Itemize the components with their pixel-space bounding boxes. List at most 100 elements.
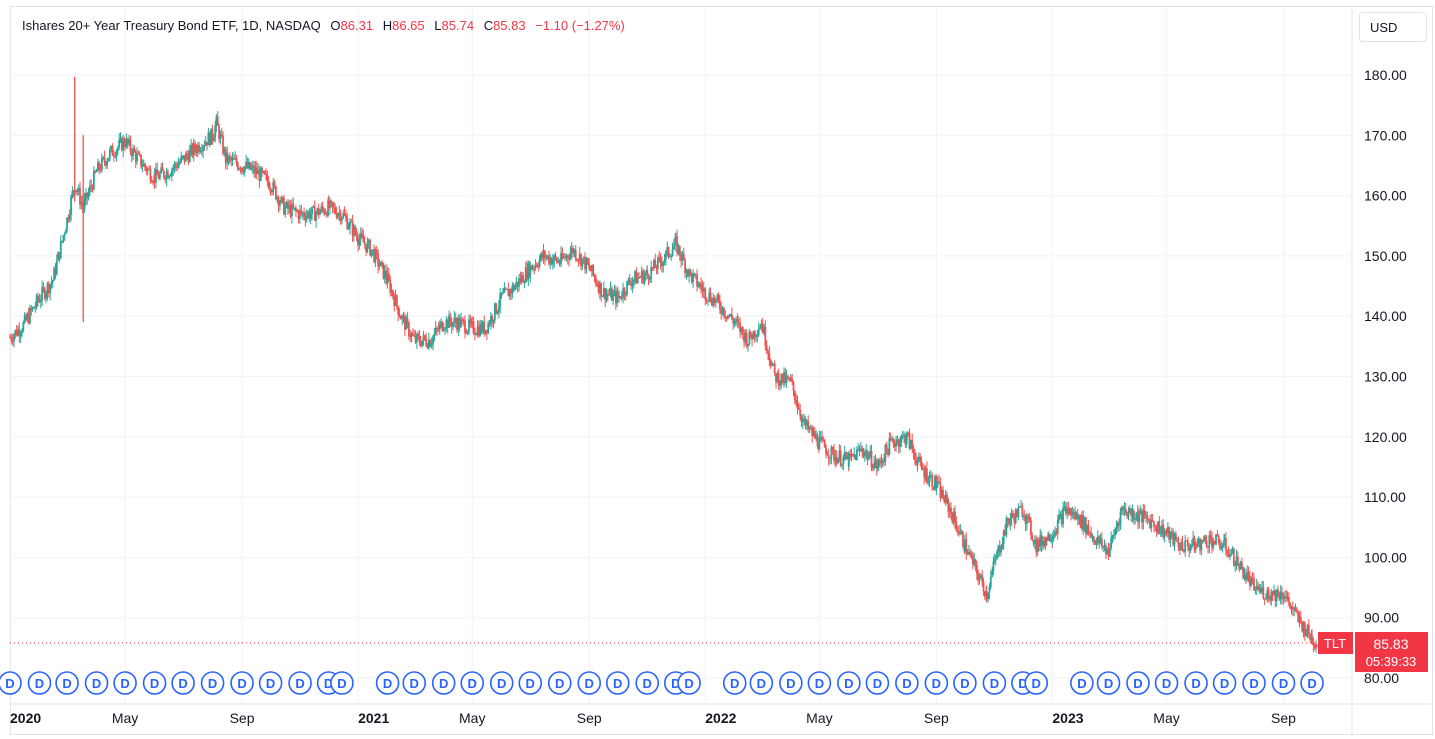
- dividend-marker-circle[interactable]: [577, 671, 602, 695]
- dividend-marker-circle[interactable]: [489, 671, 514, 695]
- dividend-marker-label[interactable]: D: [555, 676, 564, 691]
- dividend-marker-circle[interactable]: [402, 671, 427, 695]
- dividend-marker-label[interactable]: D: [815, 676, 824, 691]
- dividend-marker-label[interactable]: D: [526, 676, 535, 691]
- dividend-marker-label[interactable]: D: [1032, 676, 1041, 691]
- dividend-marker-label[interactable]: D: [468, 676, 477, 691]
- dividend-marker-label[interactable]: D: [150, 676, 159, 691]
- dividend-marker-label[interactable]: D: [410, 676, 419, 691]
- dividend-marker[interactable]: D: [1271, 671, 1296, 695]
- dividend-marker-label[interactable]: D: [266, 676, 275, 691]
- dividend-marker-label[interactable]: D: [643, 676, 652, 691]
- dividend-marker-circle[interactable]: [865, 671, 890, 695]
- dividend-marker-circle[interactable]: [1242, 671, 1266, 695]
- dividend-marker-label[interactable]: D: [585, 676, 594, 691]
- dividend-marker[interactable]: D: [807, 671, 832, 695]
- dividend-marker[interactable]: D: [953, 671, 977, 695]
- dividend-marker[interactable]: D: [0, 671, 22, 695]
- dividend-marker-circle[interactable]: [895, 671, 919, 695]
- dividend-marker[interactable]: D: [779, 671, 803, 695]
- dividend-marker-label[interactable]: D: [324, 676, 333, 691]
- dividend-marker-circle[interactable]: [375, 671, 400, 695]
- dividend-marker[interactable]: D: [142, 671, 167, 695]
- dividend-marker[interactable]: D: [402, 671, 427, 695]
- dividend-marker-circle[interactable]: [1184, 671, 1208, 695]
- dividend-marker-circle[interactable]: [142, 671, 167, 695]
- dividend-marker[interactable]: D: [1184, 671, 1208, 695]
- dividend-marker[interactable]: D: [27, 671, 52, 695]
- dividend-marker[interactable]: D: [460, 671, 485, 695]
- dividend-marker-label[interactable]: D: [1077, 676, 1086, 691]
- dividend-marker-circle[interactable]: [460, 671, 485, 695]
- dividend-marker-label[interactable]: D: [932, 676, 941, 691]
- dividend-marker[interactable]: D: [749, 671, 774, 695]
- dividend-marker-circle[interactable]: [837, 671, 861, 695]
- dividend-marker-label[interactable]: D: [1104, 676, 1113, 691]
- dividend-marker-label[interactable]: D: [178, 676, 187, 691]
- dividend-marker-label[interactable]: D: [873, 676, 882, 691]
- dividend-marker-label[interactable]: D: [844, 676, 853, 691]
- dividend-marker-label[interactable]: D: [337, 676, 346, 691]
- dividend-marker-label[interactable]: D: [237, 676, 246, 691]
- dividend-marker-label[interactable]: D: [1191, 676, 1200, 691]
- dividend-marker-label[interactable]: D: [35, 676, 44, 691]
- dividend-marker-label[interactable]: D: [1279, 676, 1288, 691]
- dividend-marker[interactable]: D: [431, 671, 456, 695]
- dividend-marker-circle[interactable]: [230, 671, 254, 695]
- dividend-marker-circle[interactable]: [1154, 671, 1179, 695]
- dividend-marker-circle[interactable]: [677, 671, 701, 695]
- dividend-marker-label[interactable]: D: [1018, 676, 1027, 691]
- dividend-marker[interactable]: D: [677, 671, 701, 695]
- dividend-marker-circle[interactable]: [431, 671, 456, 695]
- dividend-marker[interactable]: D: [171, 671, 195, 695]
- dividend-marker-label[interactable]: D: [902, 676, 911, 691]
- dividend-marker-circle[interactable]: [547, 671, 572, 695]
- dividend-marker-circle[interactable]: [258, 671, 283, 695]
- dividend-marker[interactable]: D: [1212, 671, 1237, 695]
- dividend-marker-label[interactable]: D: [383, 676, 392, 691]
- dividend-marker-label[interactable]: D: [684, 676, 693, 691]
- dividend-marker-circle[interactable]: [1126, 671, 1150, 695]
- dividend-marker-circle[interactable]: [1271, 671, 1296, 695]
- dividend-marker-label[interactable]: D: [613, 676, 622, 691]
- dividend-marker-circle[interactable]: [55, 671, 79, 695]
- dividend-marker[interactable]: D: [518, 671, 543, 695]
- dividend-marker-label[interactable]: D: [208, 676, 217, 691]
- dividend-marker-label[interactable]: D: [497, 676, 506, 691]
- dividend-marker-circle[interactable]: [171, 671, 195, 695]
- dividend-marker-label[interactable]: D: [295, 676, 304, 691]
- dividend-marker-label[interactable]: D: [62, 676, 71, 691]
- dividend-marker[interactable]: D: [1242, 671, 1266, 695]
- dividend-marker[interactable]: D: [330, 671, 354, 695]
- dividend-marker-circle[interactable]: [330, 671, 354, 695]
- dividend-marker-label[interactable]: D: [1249, 676, 1258, 691]
- dividend-marker[interactable]: D: [55, 671, 79, 695]
- dividend-marker[interactable]: D: [605, 671, 630, 695]
- dividend-marker[interactable]: D: [375, 671, 400, 695]
- dividend-marker[interactable]: D: [982, 671, 1007, 695]
- dividend-marker[interactable]: D: [547, 671, 572, 695]
- dividend-marker-label[interactable]: D: [92, 676, 101, 691]
- dividend-marker-circle[interactable]: [113, 671, 137, 695]
- dividend-marker-circle[interactable]: [1096, 671, 1121, 695]
- dividend-marker-circle[interactable]: [1300, 671, 1324, 695]
- dividend-marker[interactable]: D: [924, 671, 949, 695]
- dividend-marker-circle[interactable]: [84, 671, 109, 695]
- dividend-marker-circle[interactable]: [807, 671, 832, 695]
- dividend-marker[interactable]: D: [722, 671, 747, 695]
- dividend-marker-label[interactable]: D: [990, 676, 999, 691]
- dividend-marker[interactable]: D: [1024, 671, 1049, 695]
- dividend-marker-circle[interactable]: [779, 671, 803, 695]
- dividend-marker-circle[interactable]: [27, 671, 52, 695]
- symbol-title[interactable]: Ishares 20+ Year Treasury Bond ETF, 1D, …: [22, 18, 321, 33]
- dividend-marker-label[interactable]: D: [1220, 676, 1229, 691]
- dividend-marker-label[interactable]: D: [1162, 676, 1171, 691]
- dividend-marker[interactable]: D: [230, 671, 254, 695]
- dividend-marker-circle[interactable]: [200, 671, 225, 695]
- dividend-marker-circle[interactable]: [749, 671, 774, 695]
- dividend-marker[interactable]: D: [895, 671, 919, 695]
- dividend-marker-circle[interactable]: [722, 671, 747, 695]
- dividend-marker[interactable]: D: [1070, 671, 1094, 695]
- dividend-marker-label[interactable]: D: [757, 676, 766, 691]
- dividend-marker[interactable]: D: [1096, 671, 1121, 695]
